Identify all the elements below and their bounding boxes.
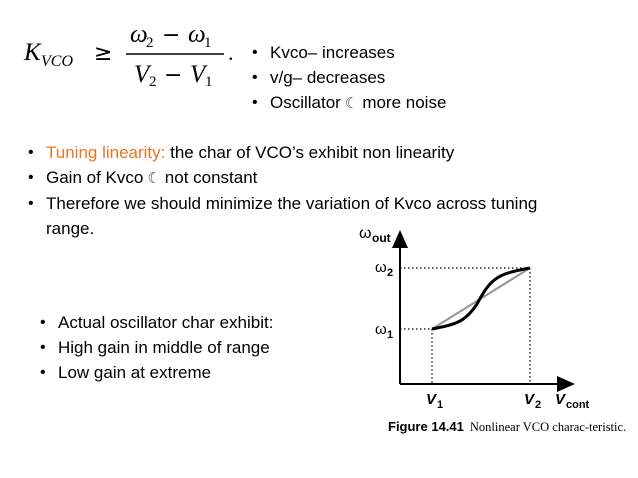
list-item: Low gain at extreme: [40, 360, 273, 385]
x-axis-label: V: [555, 391, 567, 408]
list-item-continuation: range.: [28, 216, 537, 241]
list-item: Tuning linearity: the char of VCO’s exhi…: [28, 140, 537, 165]
list-item: Kvco– increases: [252, 40, 446, 65]
formula-num-minus: −: [162, 23, 180, 48]
formula-den-a: V: [134, 61, 152, 88]
w1-sub: 1: [387, 329, 393, 341]
bullet-text: range.: [46, 219, 95, 238]
y-axis-sub: out: [372, 231, 391, 245]
formula-den-minus: −: [164, 63, 182, 88]
formula-lhs-sub: VCO: [41, 53, 73, 70]
formula-num-a: ω: [130, 21, 148, 48]
moon-icon: ☾: [344, 95, 359, 112]
bullet-text: v/g– decreases: [270, 68, 386, 87]
v2-sub: 2: [535, 399, 541, 411]
bullet-text: Oscillator: [270, 93, 341, 112]
y-axis-label: ω: [359, 225, 372, 242]
nonlinear-curve: [431, 266, 531, 331]
list-item: High gain in middle of range: [40, 335, 273, 360]
figure-caption: Figure 14.41 Nonlinear VCO charac-teristi…: [388, 418, 633, 436]
bullet-text: not constant: [164, 168, 258, 187]
caption-figure-number: Figure 14.41: [388, 419, 464, 434]
w1-label: ω: [375, 321, 387, 338]
bullet-text: Gain of Kvco: [46, 168, 144, 187]
caption-text: Nonlinear VCO charac-teristic.: [469, 420, 627, 434]
bullet-text: Low gain at extreme: [58, 363, 212, 382]
bullet-text: Actual oscillator char exhibit:: [58, 313, 274, 332]
moon-icon: ☾: [147, 170, 161, 187]
bullet-text: more noise: [362, 93, 447, 112]
kvco-effects-list: Kvco– increases v/g– decreases Oscillato…: [252, 40, 446, 116]
formula-den-b-sub: 1: [205, 74, 213, 88]
list-item: Actual oscillator char exhibit:: [40, 310, 273, 335]
w2-sub: 2: [387, 267, 393, 279]
list-item: Therefore we should minimize the variati…: [28, 191, 537, 216]
formula-num-b: ω: [188, 21, 206, 48]
w2-label: ω: [375, 259, 387, 276]
bullet-text: Therefore we should minimize the variati…: [46, 194, 538, 213]
formula-period: .: [228, 40, 234, 65]
bullet-text: Kvco– increases: [270, 43, 395, 62]
formula-num-b-sub: 1: [204, 35, 212, 51]
formula-lhs: K: [23, 39, 42, 66]
formula-den-a-sub: 2: [149, 74, 157, 88]
list-item: Gain of Kvco☾not constant: [28, 165, 537, 191]
x-axis-sub: cont: [566, 399, 590, 411]
vco-characteristic-figure: ω out ω 2 ω 1 V 1 V 2 V cont: [359, 225, 590, 411]
list-item: v/g– decreases: [252, 65, 446, 90]
list-item: Oscillator☾more noise: [252, 90, 446, 116]
v2-label: V: [524, 391, 536, 408]
v1-label: V: [426, 391, 438, 408]
v1-sub: 1: [437, 399, 443, 411]
bullet-text: High gain in middle of range: [58, 338, 270, 357]
formula-den-b: V: [190, 61, 208, 88]
oscillator-char-list: Actual oscillator char exhibit: High gai…: [40, 310, 273, 385]
kvco-inequality-formula: K VCO ≥ ω 2 − ω 1 V 2 − V 1 .: [23, 21, 234, 88]
tuning-linearity-list: Tuning linearity: the char of VCO’s exhi…: [28, 140, 537, 241]
bullet-text: the char of VCO’s exhibit non linearity: [165, 143, 455, 162]
formula-num-a-sub: 2: [146, 35, 154, 51]
highlight-term: Tuning linearity:: [46, 143, 166, 162]
formula-relation: ≥: [94, 41, 112, 66]
